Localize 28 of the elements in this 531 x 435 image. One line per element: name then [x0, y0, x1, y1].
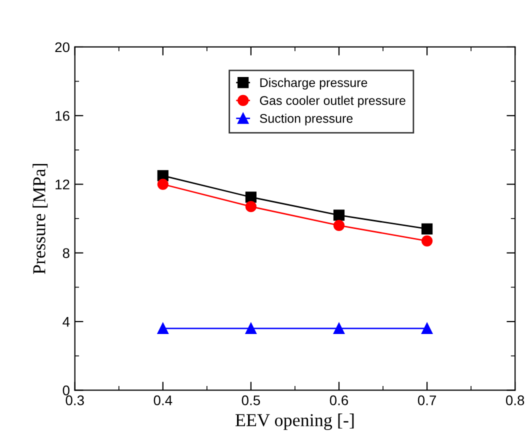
y-axis-title: Pressure [MPa] — [32, 164, 48, 274]
point — [421, 322, 433, 334]
x-tick-label: 0.3 — [66, 395, 84, 406]
point — [333, 210, 345, 221]
point — [421, 235, 433, 246]
x-tick-label: 0.6 — [330, 395, 348, 406]
point — [333, 322, 345, 334]
point — [333, 220, 345, 232]
legend-label: Suction pressure — [260, 114, 353, 126]
y-tick-label: 8 — [62, 248, 70, 258]
point — [157, 322, 168, 334]
point — [245, 192, 257, 203]
y-tick-label: 20 — [55, 42, 70, 52]
y-tick-label: 0 — [62, 386, 70, 396]
x-axis-title: EEV opening [-] — [235, 414, 354, 430]
x-tick-label: 0.5 — [242, 395, 260, 406]
y-tick-label: 4 — [62, 317, 70, 327]
point — [245, 201, 257, 212]
point — [157, 178, 168, 190]
legend-label: Gas cooler outlet pressure — [260, 96, 406, 108]
point — [245, 322, 257, 334]
legend-label: Discharge pressure — [260, 78, 368, 90]
y-tick-label: 16 — [56, 110, 70, 121]
x-tick-label: 0.8 — [506, 395, 524, 406]
point — [421, 223, 433, 234]
x-tick-label: 0.4 — [154, 395, 172, 406]
y-tick-label: 12 — [56, 180, 70, 190]
x-tick-label: 0.7 — [418, 395, 436, 406]
